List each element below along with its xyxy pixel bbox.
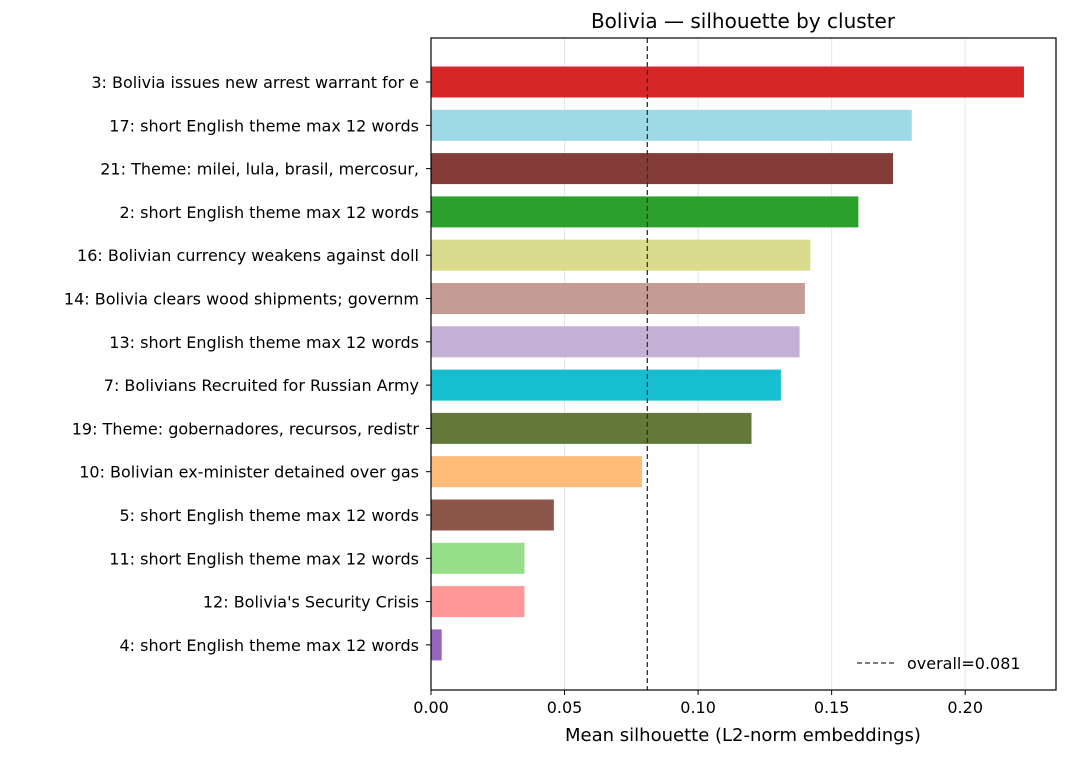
y-tick-label: 10: Bolivian ex-minister detained over g… (79, 463, 419, 482)
bar (431, 196, 859, 228)
y-tick-label: 19: Theme: gobernadores, recursos, redis… (72, 419, 420, 438)
x-axis-label: Mean silhouette (L2-norm embeddings) (565, 725, 921, 746)
bar (431, 629, 442, 661)
bar (431, 456, 643, 488)
bar (431, 412, 752, 444)
y-tick-label: 11: short English theme max 12 words (109, 549, 419, 568)
bar (431, 542, 525, 574)
x-tick-label: 0.20 (947, 698, 983, 717)
bar (431, 109, 912, 141)
y-tick-label: 13: short English theme max 12 words (109, 333, 419, 352)
bars (431, 66, 1024, 661)
legend: overall=0.081 (857, 654, 1021, 673)
legend-label: overall=0.081 (907, 654, 1021, 673)
x-tick-label: 0.00 (413, 698, 449, 717)
x-tick-label: 0.15 (814, 698, 850, 717)
y-tick-label: 21: Theme: milei, lula, brasil, mercosur… (100, 160, 419, 179)
bar (431, 326, 800, 358)
bar (431, 586, 525, 618)
x-axis-ticks: 0.00 0.05 0.10 0.15 0.20 (413, 690, 983, 717)
y-tick-label: 7: Bolivians Recruited for Russian Army (104, 376, 419, 395)
y-tick-label: 3: Bolivia issues new arrest warrant for… (91, 73, 419, 92)
y-tick-label: 12: Bolivia's Security Crisis (203, 593, 419, 612)
y-tick-label: 2: short English theme max 12 words (119, 203, 419, 222)
x-tick-label: 0.10 (680, 698, 716, 717)
x-tick-label: 0.05 (547, 698, 583, 717)
y-tick-label: 4: short English theme max 12 words (119, 636, 419, 655)
bar (431, 239, 811, 271)
y-axis-ticks: 3: Bolivia issues new arrest warrant for… (64, 73, 431, 655)
bar (431, 499, 554, 531)
chart-title: Bolivia — silhouette by cluster (591, 9, 896, 33)
bar (431, 369, 781, 401)
bar (431, 283, 805, 314)
bar (431, 153, 894, 185)
y-tick-label: 16: Bolivian currency weakens against do… (77, 246, 419, 265)
y-tick-label: 14: Bolivia clears wood shipments; gover… (64, 290, 419, 309)
bar (431, 66, 1024, 98)
y-tick-label: 17: short English theme max 12 words (109, 116, 419, 135)
plot-frame (430, 37, 1057, 691)
y-tick-label: 5: short English theme max 12 words (119, 506, 419, 525)
